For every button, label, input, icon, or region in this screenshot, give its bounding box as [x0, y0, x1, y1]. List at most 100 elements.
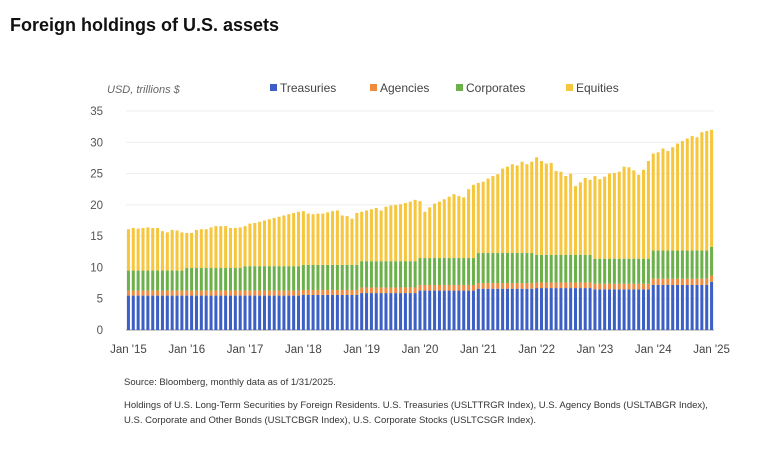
bar-treasuries — [705, 284, 709, 330]
bar-agencies — [350, 289, 354, 295]
bar-corporates — [326, 264, 330, 290]
bar-equities — [258, 221, 262, 267]
bar-equities — [598, 179, 602, 259]
bar-agencies — [340, 289, 344, 295]
bar-equities — [583, 177, 587, 255]
bar-corporates — [676, 250, 680, 279]
bar-equities — [277, 216, 281, 267]
y-tick-label: 30 — [90, 137, 103, 149]
bar-corporates — [437, 258, 441, 285]
x-tick-label: Jan '18 — [285, 344, 322, 356]
bar-agencies — [301, 289, 305, 295]
bar-corporates — [287, 266, 291, 291]
bar-agencies — [374, 287, 378, 294]
bar-agencies — [520, 283, 524, 289]
bar-agencies — [612, 283, 616, 290]
bar-agencies — [447, 284, 451, 291]
bar-corporates — [389, 261, 393, 288]
x-tick-label: Jan '17 — [227, 344, 264, 356]
bar-equities — [554, 171, 558, 255]
bar-agencies — [705, 278, 709, 285]
bar-corporates — [549, 254, 553, 283]
bar-corporates — [520, 253, 524, 284]
bar-agencies — [642, 283, 646, 290]
bar-corporates — [452, 258, 456, 285]
bar-treasuries — [389, 293, 393, 330]
bar-treasuries — [447, 290, 451, 330]
x-tick-label: Jan '16 — [168, 344, 205, 356]
bar-agencies — [360, 287, 364, 294]
bar-corporates — [360, 261, 364, 288]
bar-corporates — [170, 270, 174, 291]
bar-equities — [452, 194, 456, 259]
bar-corporates — [651, 250, 655, 279]
bar-equities — [510, 164, 514, 254]
bar-treasuries — [671, 284, 675, 330]
bar-agencies — [452, 284, 456, 291]
legend-swatch-agencies — [370, 84, 377, 91]
bar-treasuries — [399, 293, 403, 330]
bar-agencies — [569, 282, 573, 289]
bar-treasuries — [151, 295, 155, 330]
bar-equities — [690, 136, 694, 251]
bar-agencies — [141, 290, 145, 296]
bar-corporates — [554, 254, 558, 283]
y-tick-label: 15 — [90, 231, 103, 243]
x-axis: Jan '15 Jan '16 Jan '17 Jan '18 Jan '19 Jan '… — [110, 344, 730, 356]
bar-corporates — [165, 270, 169, 291]
bar-equities — [685, 138, 689, 251]
bar-corporates — [394, 261, 398, 288]
bar-treasuries — [690, 284, 694, 330]
bar-treasuries — [505, 288, 509, 330]
bar-agencies — [311, 289, 315, 295]
bar-treasuries — [170, 295, 174, 330]
bar-treasuries — [462, 290, 466, 330]
y-tick-label: 35 — [90, 106, 103, 118]
bar-equities — [287, 214, 291, 267]
bar-treasuries — [680, 284, 684, 330]
bar-equities — [165, 232, 169, 271]
bar-treasuries — [365, 293, 369, 330]
bar-corporates — [564, 254, 568, 283]
bar-corporates — [238, 268, 242, 291]
bar-equities — [374, 207, 378, 262]
bar-treasuries — [233, 295, 237, 330]
bar-equities — [661, 148, 665, 251]
bar-agencies — [136, 290, 140, 296]
bar-corporates — [462, 258, 466, 285]
bar-equities — [180, 232, 184, 271]
bar-corporates — [384, 261, 388, 288]
bar-agencies — [501, 283, 505, 289]
bar-treasuries — [141, 295, 145, 330]
bar-corporates — [340, 264, 344, 290]
bar-agencies — [593, 283, 597, 290]
bar-agencies — [287, 290, 291, 296]
bar-treasuries — [685, 284, 689, 330]
bar-corporates — [603, 258, 607, 284]
bar-agencies — [637, 283, 641, 290]
bar-treasuries — [486, 288, 490, 330]
bar-agencies — [418, 284, 422, 291]
bar-corporates — [612, 258, 616, 284]
bar-agencies — [408, 287, 412, 294]
bar-equities — [423, 211, 427, 259]
bar-treasuries — [646, 289, 650, 330]
bar-corporates — [671, 250, 675, 279]
bar-treasuries — [190, 295, 194, 330]
bar-equities — [340, 215, 344, 265]
bar-agencies — [384, 287, 388, 294]
bar-corporates — [530, 253, 534, 284]
legend-label: Equities — [576, 81, 619, 95]
bar-corporates — [525, 253, 529, 284]
bar-corporates — [306, 264, 310, 290]
bar-treasuries — [243, 295, 247, 330]
bar-agencies — [345, 289, 349, 295]
bar-treasuries — [204, 295, 208, 330]
bar-equities — [345, 216, 349, 265]
bar-treasuries — [501, 288, 505, 330]
bar-corporates — [418, 258, 422, 285]
bar-corporates — [433, 258, 437, 285]
bar-treasuries — [530, 288, 534, 330]
bar-equities — [588, 179, 592, 255]
bar-equities — [297, 211, 301, 267]
